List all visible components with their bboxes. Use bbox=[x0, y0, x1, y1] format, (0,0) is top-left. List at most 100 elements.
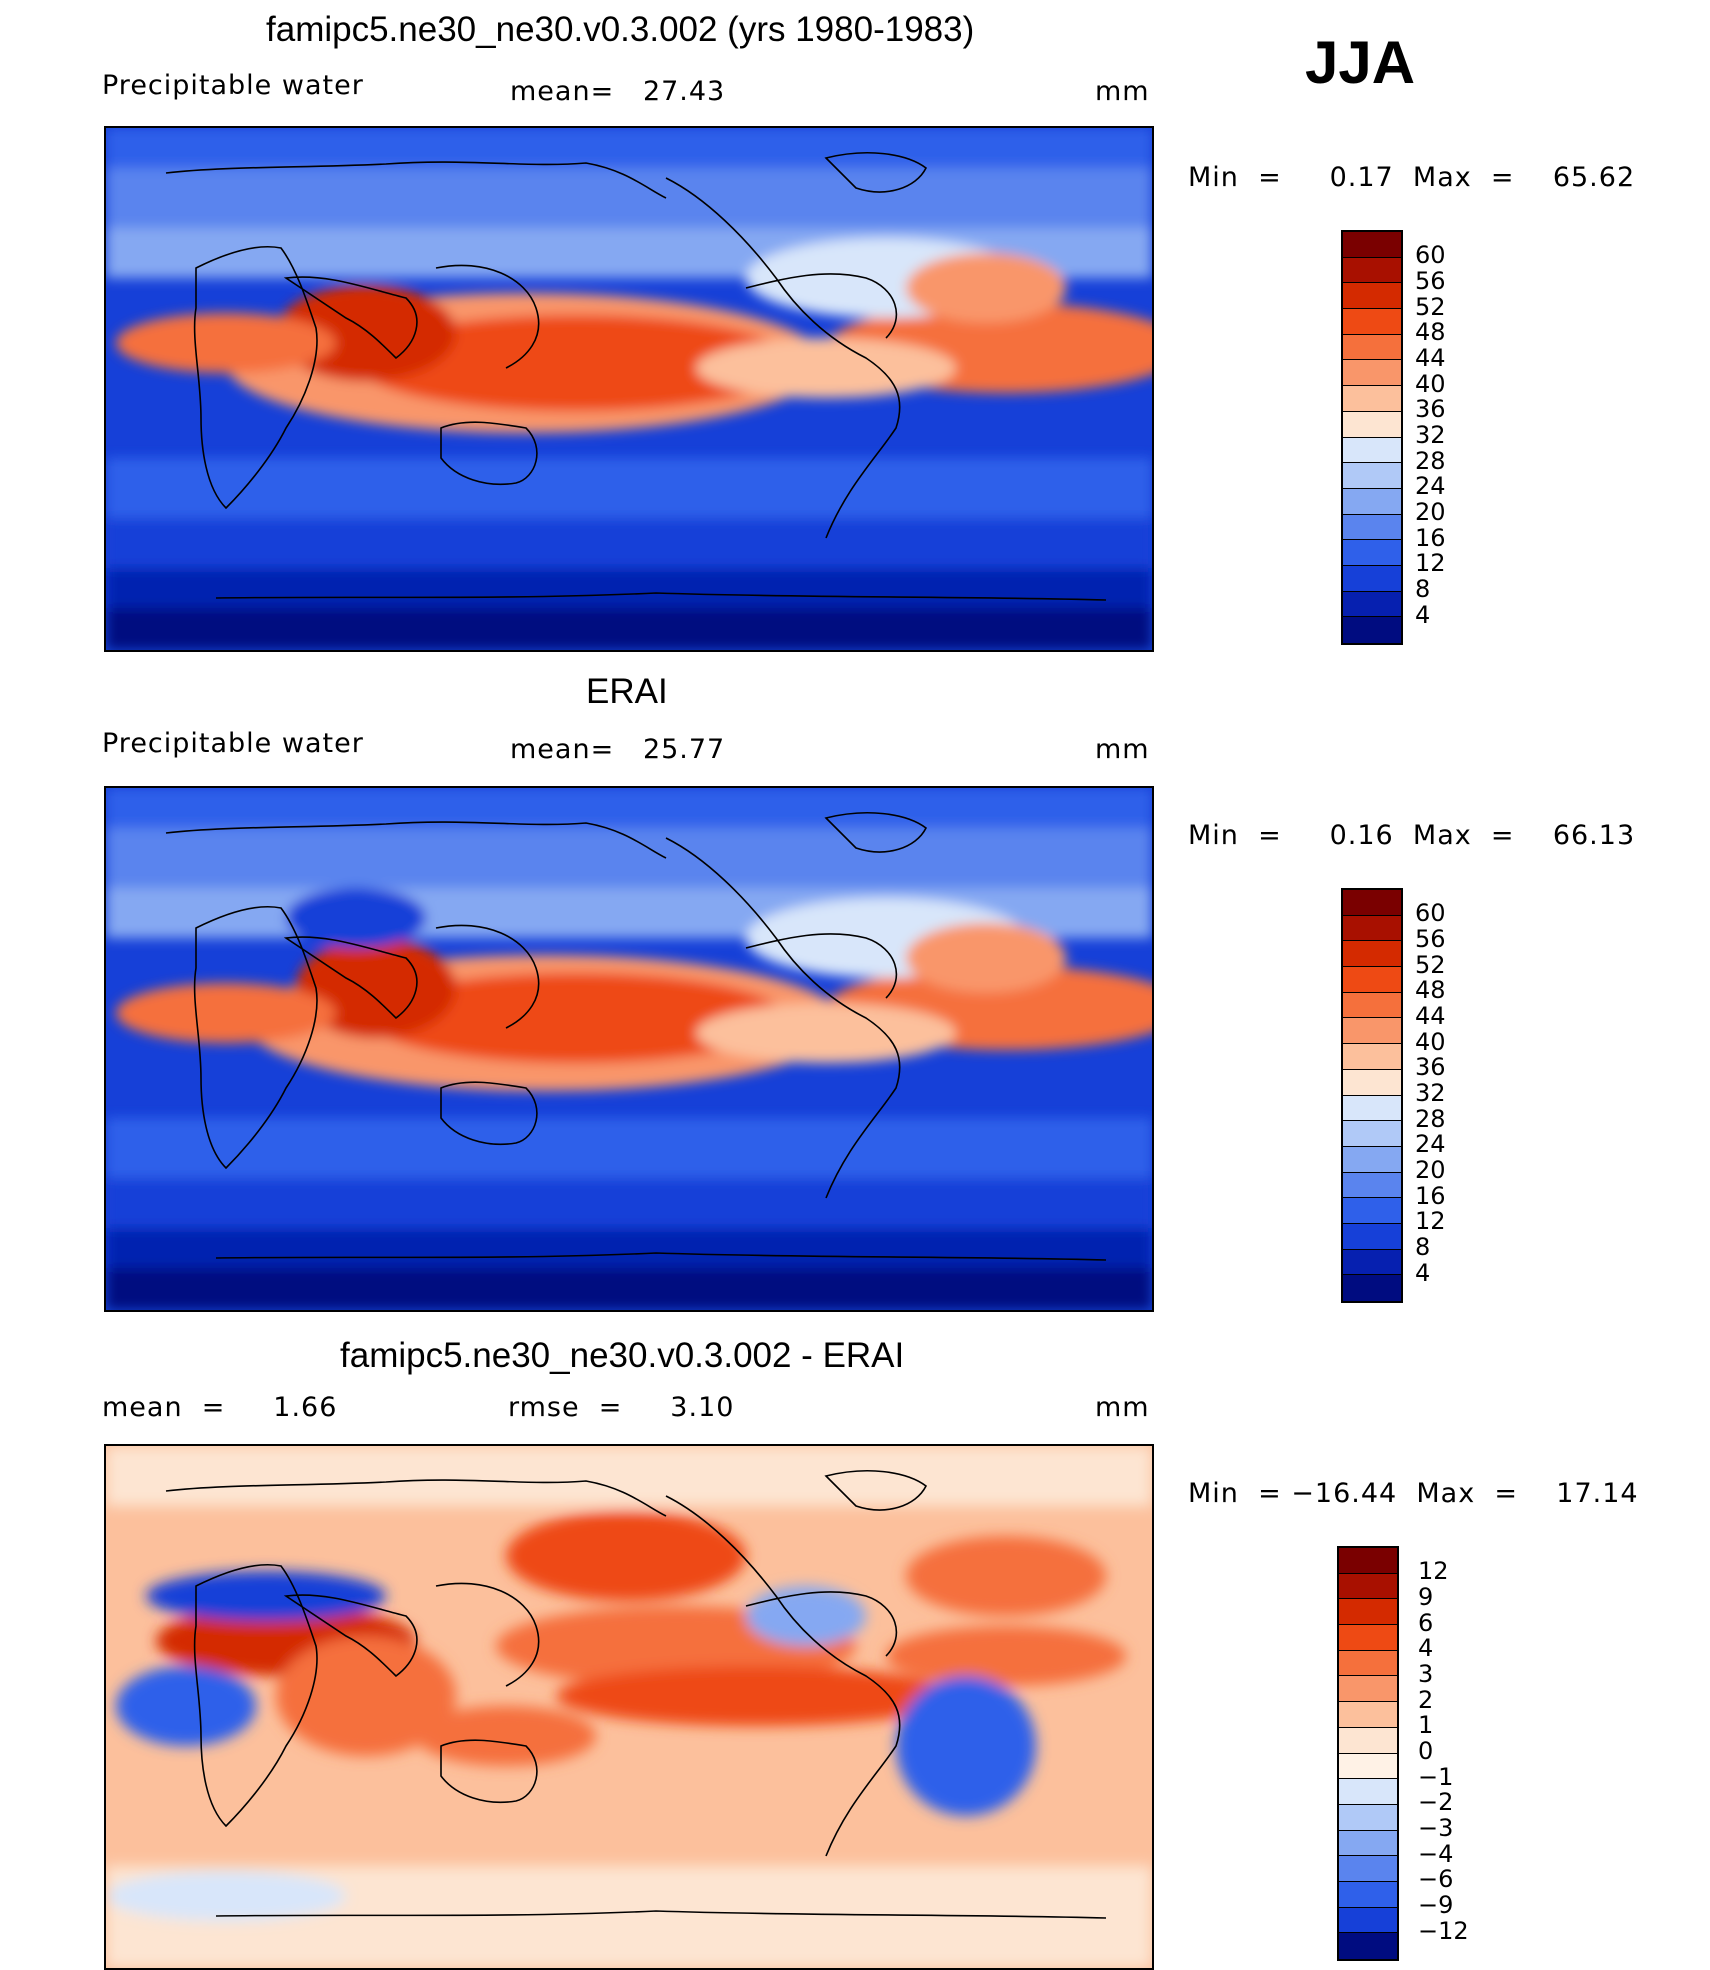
panel-1-unit-label: mm bbox=[1095, 76, 1150, 107]
panel-1-colorbar-swatch bbox=[1343, 411, 1401, 438]
panel-2-colorbar-swatch bbox=[1343, 1069, 1401, 1096]
panel-2-mean-label: mean= 25.77 bbox=[510, 734, 726, 765]
panel-3-colorbar bbox=[1337, 1546, 1399, 1961]
panel-1-map bbox=[104, 126, 1154, 652]
panel-2-colorbar-swatch bbox=[1343, 1044, 1401, 1070]
panel-3-colorbar-swatch bbox=[1339, 1573, 1397, 1600]
panel-3-colorbar-swatch bbox=[1339, 1856, 1397, 1882]
colorbar-tick-label: 52 bbox=[1415, 293, 1446, 321]
panel-1-colorbar-swatch bbox=[1343, 360, 1401, 387]
colorbar-tick-label: −12 bbox=[1418, 1917, 1469, 1945]
panel-3-minmax: Min = −16.44 Max = 17.14 bbox=[1188, 1478, 1639, 1509]
panel-2-colorbar-swatch bbox=[1343, 1095, 1401, 1122]
colorbar-tick-label: 20 bbox=[1415, 1156, 1446, 1184]
panel-1-colorbar-swatch bbox=[1343, 386, 1401, 412]
panel-1-field-plot bbox=[106, 128, 1152, 650]
panel-2-colorbar-swatch bbox=[1343, 1223, 1401, 1250]
panel-1-colorbar-swatch bbox=[1343, 309, 1401, 335]
colorbar-tick-label: 56 bbox=[1415, 267, 1446, 295]
panel-2-colorbar-swatch bbox=[1343, 1018, 1401, 1045]
panel-3-coastlines bbox=[165, 1470, 1107, 1919]
panel-2-colorbar-swatch bbox=[1343, 1275, 1401, 1301]
colorbar-tick-label: 36 bbox=[1415, 1053, 1446, 1081]
panel-3-colorbar-swatch bbox=[1339, 1702, 1397, 1728]
panel-2-colorbar-swatch bbox=[1343, 1198, 1401, 1224]
colorbar-tick-label: 44 bbox=[1415, 1002, 1446, 1030]
panel-3-colorbar-swatch bbox=[1339, 1599, 1397, 1626]
colorbar-tick-label: 4 bbox=[1418, 1634, 1434, 1662]
colorbar-tick-label: 24 bbox=[1415, 1130, 1446, 1158]
panel-2-colorbar-swatch bbox=[1343, 1172, 1401, 1199]
colorbar-tick-label: 3 bbox=[1418, 1660, 1434, 1688]
panel-3-map bbox=[104, 1444, 1154, 1970]
colorbar-tick-label: 40 bbox=[1415, 1028, 1446, 1056]
colorbar-tick-label: 28 bbox=[1415, 447, 1446, 475]
panel-1-colorbar-swatch bbox=[1343, 488, 1401, 515]
colorbar-tick-label: −4 bbox=[1418, 1840, 1454, 1868]
colorbar-tick-label: 1 bbox=[1418, 1711, 1434, 1739]
panel-1-colorbar-swatch bbox=[1343, 540, 1401, 566]
panel-3-colorbar-swatch bbox=[1339, 1830, 1397, 1857]
panel-1-minmax: Min = 0.17 Max = 65.62 bbox=[1188, 162, 1636, 193]
colorbar-tick-label: 44 bbox=[1415, 344, 1446, 372]
panel-3-colorbar-swatch bbox=[1339, 1907, 1397, 1934]
colorbar-tick-label: 48 bbox=[1415, 318, 1446, 346]
panel-1-colorbar-swatch bbox=[1343, 232, 1401, 258]
panel-2-unit-label: mm bbox=[1095, 734, 1150, 765]
panel-2-colorbar-swatch bbox=[1343, 915, 1401, 942]
panel-1-colorbar-swatch bbox=[1343, 437, 1401, 464]
colorbar-tick-label: 60 bbox=[1415, 241, 1446, 269]
panel-2-colorbar-swatch bbox=[1343, 941, 1401, 968]
colorbar-tick-label: −3 bbox=[1418, 1814, 1454, 1842]
panel-2-minmax: Min = 0.16 Max = 66.13 bbox=[1188, 820, 1636, 851]
colorbar-tick-label: 32 bbox=[1415, 1079, 1446, 1107]
colorbar-tick-label: 4 bbox=[1415, 1259, 1431, 1287]
colorbar-tick-label: 48 bbox=[1415, 976, 1446, 1004]
panel-2-coastlines bbox=[165, 812, 1107, 1261]
colorbar-tick-label: 20 bbox=[1415, 498, 1446, 526]
colorbar-tick-label: −2 bbox=[1418, 1788, 1454, 1816]
panel-1-colorbar-swatch bbox=[1343, 565, 1401, 592]
panel-1-colorbar bbox=[1341, 230, 1403, 645]
season-label: JJA bbox=[1305, 29, 1416, 96]
colorbar-tick-label: 9 bbox=[1418, 1583, 1434, 1611]
panel-3-colorbar-swatch bbox=[1339, 1625, 1397, 1651]
panel-1-colorbar-swatch bbox=[1343, 463, 1401, 489]
panel-3-colorbar-swatch bbox=[1339, 1650, 1397, 1677]
colorbar-tick-label: −6 bbox=[1418, 1865, 1454, 1893]
colorbar-tick-label: 12 bbox=[1415, 549, 1446, 577]
panel-2-colorbar-swatch bbox=[1343, 967, 1401, 993]
colorbar-tick-label: 4 bbox=[1415, 601, 1431, 629]
panel-3-colorbar-swatch bbox=[1339, 1753, 1397, 1780]
panel-1-variable-label: Precipitable water bbox=[102, 70, 364, 101]
colorbar-tick-label: 8 bbox=[1415, 575, 1431, 603]
panel-1-colorbar-swatch bbox=[1343, 617, 1401, 643]
panel-3-rmse-label: rmse = 3.10 bbox=[508, 1392, 735, 1423]
colorbar-tick-label: 28 bbox=[1415, 1105, 1446, 1133]
panel-1-colorbar-swatch bbox=[1343, 514, 1401, 541]
panel-3-mean-label: mean = 1.66 bbox=[102, 1392, 338, 1423]
panel-3-colorbar-swatch bbox=[1339, 1804, 1397, 1831]
panel-2-field-plot bbox=[106, 788, 1152, 1310]
panel-1-colorbar-swatch bbox=[1343, 334, 1401, 361]
panel-2-title: ERAI bbox=[586, 672, 668, 711]
panel-2-map bbox=[104, 786, 1154, 1312]
colorbar-tick-label: −1 bbox=[1418, 1763, 1454, 1791]
colorbar-tick-label: 0 bbox=[1418, 1737, 1434, 1765]
panel-2-variable-label: Precipitable water bbox=[102, 728, 364, 759]
panel-2-colorbar-swatch bbox=[1343, 1121, 1401, 1147]
colorbar-tick-label: 24 bbox=[1415, 472, 1446, 500]
colorbar-tick-label: 6 bbox=[1418, 1609, 1434, 1637]
panel-2-colorbar-swatch bbox=[1343, 1249, 1401, 1276]
panel-2-colorbar-swatch bbox=[1343, 890, 1401, 916]
panel-1-title: famipc5.ne30_ne30.v0.3.002 (yrs 1980-198… bbox=[266, 10, 975, 49]
colorbar-tick-label: 8 bbox=[1415, 1233, 1431, 1261]
panel-3-colorbar-swatch bbox=[1339, 1727, 1397, 1754]
panel-1-colorbar-swatch bbox=[1343, 591, 1401, 618]
panel-2-colorbar-swatch bbox=[1343, 992, 1401, 1019]
panel-3-unit-label: mm bbox=[1095, 1392, 1150, 1423]
panel-2-colorbar bbox=[1341, 888, 1403, 1303]
panel-3-colorbar-swatch bbox=[1339, 1676, 1397, 1703]
panel-3-colorbar-swatch bbox=[1339, 1779, 1397, 1805]
colorbar-tick-label: 16 bbox=[1415, 1182, 1446, 1210]
